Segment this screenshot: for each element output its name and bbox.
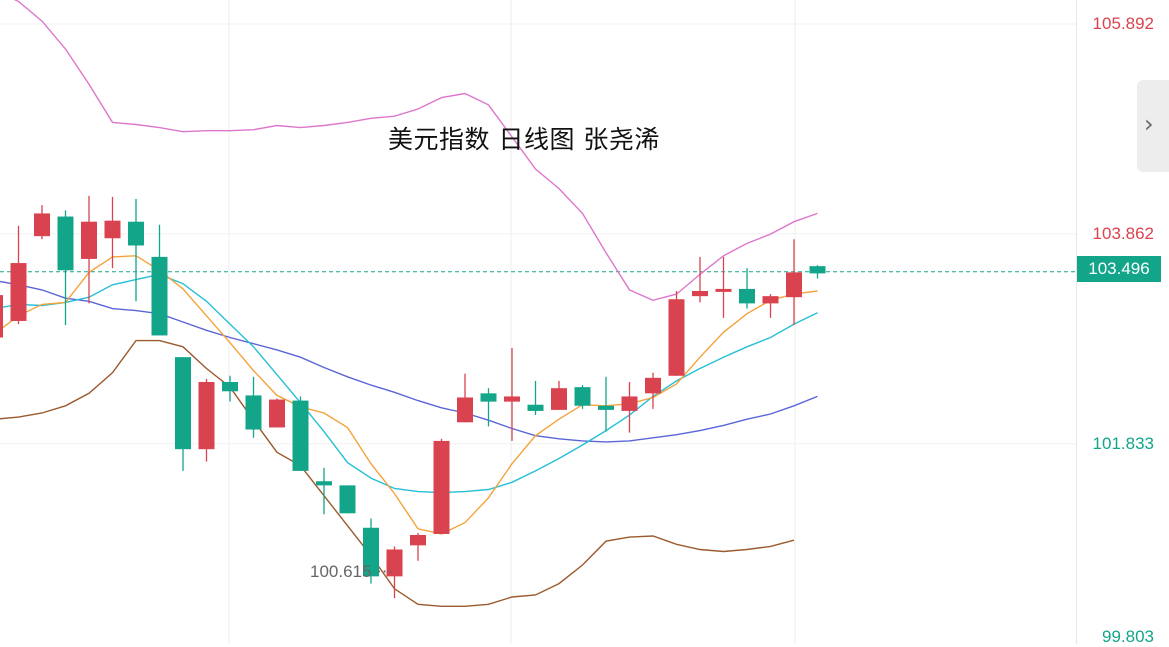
- candle-body: [551, 388, 567, 410]
- chart-title: 美元指数 日线图 张尧浠: [388, 125, 660, 154]
- candle-body: [128, 221, 144, 246]
- current-price-tag: 103.496: [1077, 256, 1161, 282]
- candle-body: [363, 527, 379, 577]
- candle-body: [386, 549, 403, 577]
- price-axis[interactable]: 105.892 103.862 101.833 99.803 103.496: [1076, 0, 1169, 646]
- candle-body: [10, 263, 27, 321]
- candle-body: [621, 396, 638, 411]
- chevron-right-icon: ›: [1144, 110, 1154, 138]
- candle-body: [339, 485, 356, 514]
- low-price-value: 100.615: [310, 562, 372, 581]
- candle-body: [645, 377, 661, 394]
- candle-body: [433, 440, 450, 534]
- candle-body: [480, 393, 497, 402]
- candle-body: [574, 387, 591, 406]
- price-tick-3: 101.833: [1092, 434, 1154, 453]
- price-tick-1: 105.892: [1092, 14, 1154, 33]
- collapse-panel-button[interactable]: ›: [1137, 80, 1169, 172]
- ma-long-line: [0, 280, 818, 443]
- candle-body: [81, 221, 97, 259]
- candle-body: [245, 395, 262, 430]
- candle-body: [668, 299, 685, 376]
- candle-body: [57, 216, 74, 271]
- candle-body: [809, 266, 826, 274]
- candle-body: [316, 481, 332, 486]
- ma-mid-line: [0, 273, 818, 494]
- price-tick-4: 99.803: [1102, 627, 1154, 646]
- candle-body: [786, 272, 802, 298]
- candle-body: [457, 397, 473, 423]
- candle-body: [527, 404, 544, 411]
- candle-body: [0, 295, 3, 338]
- candle-body: [410, 535, 426, 546]
- candle-body: [104, 220, 121, 239]
- bollinger-upper-line: [13, 0, 818, 302]
- candle-body: [269, 399, 285, 428]
- ma-short-line: [0, 255, 818, 535]
- candle-body: [715, 288, 732, 292]
- price-tick-2: 103.862: [1092, 224, 1154, 243]
- candle-body: [598, 405, 614, 410]
- candle-body: [692, 290, 708, 297]
- low-price-dots: ⋯: [371, 562, 394, 581]
- candle-body: [504, 396, 520, 402]
- candle-body: [151, 256, 168, 336]
- candle-body: [292, 400, 309, 471]
- candle-body: [198, 381, 215, 450]
- candle-body: [739, 288, 755, 304]
- candle-body: [34, 213, 50, 237]
- candlestick-chart[interactable]: [0, 0, 1076, 644]
- candle-body: [762, 296, 779, 304]
- low-price-label: 100.615 ⋯: [310, 562, 393, 582]
- candle-body: [175, 357, 191, 450]
- candle-body: [222, 381, 238, 392]
